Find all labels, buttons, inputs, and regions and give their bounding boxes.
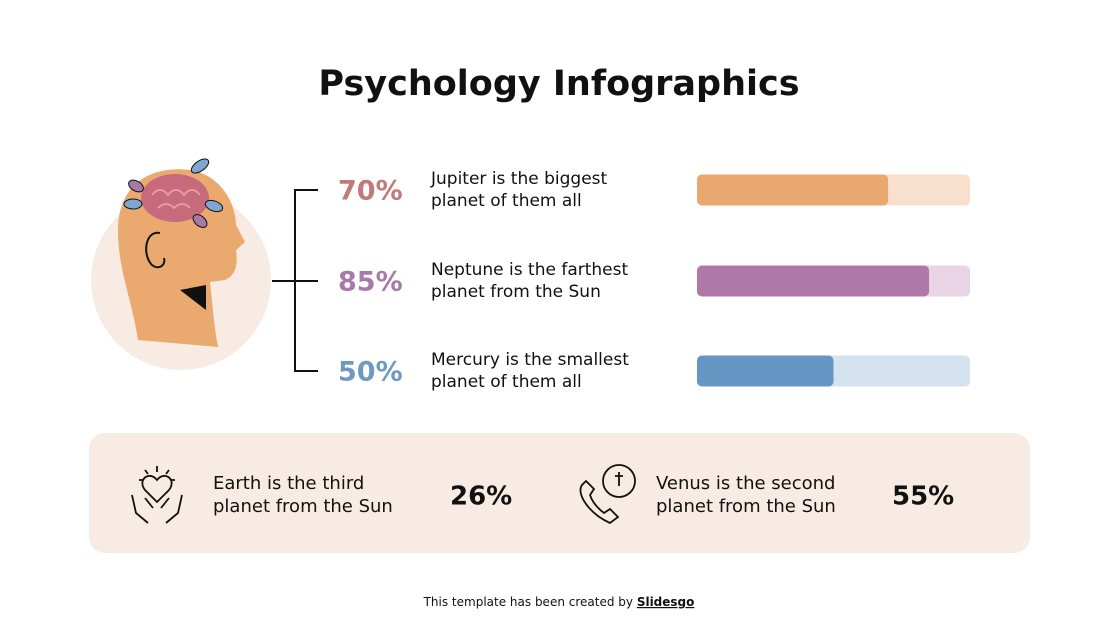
- fact-text: planet from the Sun: [213, 496, 393, 517]
- hands-heart-icon: [131, 466, 183, 524]
- fact-text: Earth is the third: [213, 473, 364, 494]
- item-text: planet from the Sun: [431, 282, 601, 302]
- fact-percent: 26%: [450, 482, 512, 512]
- bracket: [272, 189, 318, 372]
- phone-icon: [579, 464, 636, 525]
- percent-label: 50%: [338, 357, 403, 388]
- bar-fill: [697, 174, 889, 206]
- bar-fill: [697, 265, 930, 297]
- fact-percent: 55%: [892, 482, 954, 512]
- item-text: Mercury is the smallest: [431, 350, 629, 370]
- fact-text: Venus is the second: [656, 473, 835, 494]
- fact-text: planet from the Sun: [656, 496, 836, 517]
- footer-text: This template has been created by: [423, 595, 633, 609]
- title: Psychology Infographics: [318, 64, 799, 104]
- item-text: Jupiter is the biggest: [430, 169, 608, 189]
- footer: This template has been created by Slides…: [423, 595, 695, 609]
- percent-label: 85%: [338, 267, 403, 298]
- head-illustration: [91, 158, 271, 370]
- facts-panel: [89, 433, 1030, 553]
- item-text: Neptune is the farthest: [431, 260, 628, 280]
- item-text: planet of them all: [431, 191, 582, 211]
- percent-label: 70%: [338, 176, 403, 207]
- bar-fill: [697, 355, 834, 387]
- item-text: planet of them all: [431, 372, 582, 392]
- footer-link[interactable]: Slidesgo: [637, 595, 695, 609]
